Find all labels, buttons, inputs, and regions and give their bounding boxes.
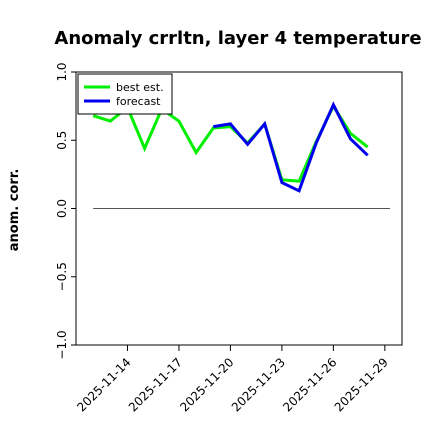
x-tick-label: 2025-11-20 bbox=[177, 355, 236, 414]
legend-box bbox=[77, 73, 173, 115]
x-tick-label: 2025-11-14 bbox=[74, 355, 133, 414]
legend-label: forecast bbox=[116, 95, 161, 108]
x-tick-label: 2025-11-29 bbox=[332, 355, 391, 414]
plot-area: −1.0−0.50.00.51.02025-11-142025-11-17202… bbox=[55, 62, 403, 414]
y-tick-label: 0.0 bbox=[55, 199, 69, 218]
y-tick-label: 1.0 bbox=[55, 62, 69, 81]
x-tick-label: 2025-11-17 bbox=[126, 355, 185, 414]
y-tick-label: 0.5 bbox=[55, 131, 69, 150]
y-tick-label: −1.0 bbox=[55, 330, 69, 359]
series-line-forecast bbox=[213, 101, 369, 193]
y-axis-label: anom. corr. bbox=[7, 169, 22, 252]
legend-label: best est. bbox=[116, 81, 164, 94]
x-tick-label: 2025-11-23 bbox=[229, 355, 288, 414]
x-tick-label: 2025-11-26 bbox=[280, 355, 339, 414]
y-tick-label: −0.5 bbox=[55, 262, 69, 291]
chart-title: Anomaly crrltn, layer 4 temperature bbox=[54, 28, 421, 49]
